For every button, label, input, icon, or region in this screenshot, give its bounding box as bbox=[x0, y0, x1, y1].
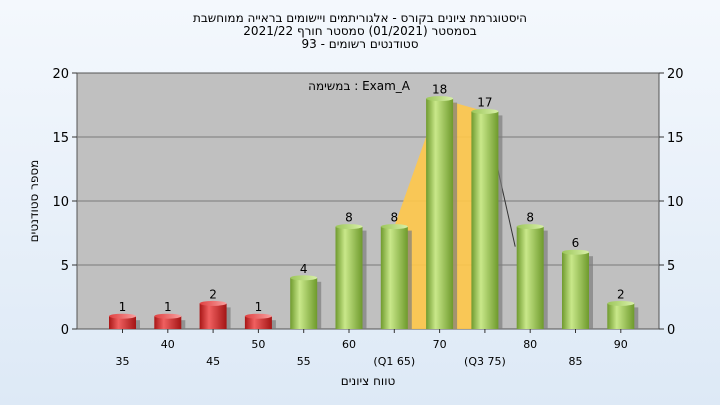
x-tick-label: 70 bbox=[433, 338, 447, 351]
y-tick-label-left: 15 bbox=[52, 131, 69, 146]
bars bbox=[109, 96, 639, 330]
title-line-1: היסטוגרמת ציונים בקורס - אלגוריתמים וייש… bbox=[193, 11, 527, 25]
bar-value-label: 2 bbox=[617, 287, 625, 301]
x-tick-label: 50 bbox=[251, 338, 265, 351]
y-tick-label-left: 10 bbox=[52, 195, 69, 210]
title-line-2: בסמסטר (01/2021) סמסטר חורף 2021/22 bbox=[243, 24, 476, 38]
y-axis-right-ticks: 0 5 10 15 20 bbox=[659, 67, 684, 338]
bar-body bbox=[607, 303, 635, 329]
exam-annotation: במשימה : Exam_A bbox=[308, 79, 411, 93]
bar bbox=[471, 108, 503, 330]
bar bbox=[154, 313, 186, 329]
x-tick-label: 55 bbox=[297, 355, 311, 368]
bar-top bbox=[335, 224, 363, 230]
bar-top bbox=[471, 108, 499, 114]
bar bbox=[109, 313, 140, 329]
bar-top bbox=[516, 224, 544, 230]
bar-body bbox=[516, 226, 544, 329]
bar-value-label: 1 bbox=[255, 300, 263, 314]
bar bbox=[290, 275, 322, 329]
x-axis-title: טווח ציונים bbox=[341, 374, 396, 388]
bar-body bbox=[154, 316, 182, 329]
y-tick-label-right: 10 bbox=[667, 195, 684, 210]
y-axis-left-ticks: 0 5 10 15 20 bbox=[52, 67, 77, 338]
bar bbox=[607, 300, 639, 329]
x-axis-ticks: 35 40 45 50 55 60 (Q1 65) 70 (Q3 75) 80 85 90 bbox=[116, 329, 628, 368]
bar-top bbox=[380, 224, 408, 230]
x-tick-label: (Q3 75) bbox=[464, 355, 506, 368]
bar-value-label: 18 bbox=[432, 83, 447, 97]
bar bbox=[562, 249, 593, 329]
bar-body bbox=[471, 111, 499, 330]
bar-value-label: 1 bbox=[164, 300, 172, 314]
y-tick-label-right: 20 bbox=[667, 67, 684, 82]
bar-value-label: 8 bbox=[526, 211, 534, 225]
bar-value-label: 17 bbox=[477, 95, 492, 109]
bar bbox=[199, 300, 231, 329]
title-line-3: סטודנטים רשומים - 93 bbox=[301, 37, 418, 51]
bar-value-label: 8 bbox=[390, 211, 398, 225]
bar-top bbox=[109, 313, 136, 319]
bar bbox=[516, 224, 548, 329]
x-tick-label: (Q1 65) bbox=[373, 355, 415, 368]
x-tick-label: 40 bbox=[161, 338, 175, 351]
bar-top bbox=[199, 300, 227, 306]
bar-top bbox=[244, 313, 272, 319]
bar-body bbox=[380, 226, 408, 329]
bar-value-label: 6 bbox=[572, 236, 580, 250]
bar-top bbox=[562, 249, 589, 255]
bar-top bbox=[154, 313, 182, 319]
bar-value-label: 1 bbox=[119, 300, 127, 314]
y-tick-label-right: 5 bbox=[667, 259, 675, 274]
bar-body bbox=[109, 316, 136, 329]
bar bbox=[426, 96, 458, 329]
chart-title: היסטוגרמת ציונים בקורס - אלגוריתמים וייש… bbox=[193, 11, 527, 51]
bar-body bbox=[335, 226, 363, 329]
bar-top bbox=[607, 300, 635, 306]
bar-value-label: 4 bbox=[300, 262, 308, 276]
x-tick-label: 35 bbox=[116, 355, 130, 368]
x-tick-label: 85 bbox=[569, 355, 583, 368]
x-tick-label: 45 bbox=[206, 355, 220, 368]
bar-body bbox=[244, 316, 272, 329]
bar-value-label: 2 bbox=[209, 287, 217, 301]
bar-body bbox=[290, 277, 318, 329]
bar bbox=[380, 224, 412, 329]
y-tick-label-right: 15 bbox=[667, 131, 684, 146]
y-axis-title: מספר סטודנטים bbox=[27, 160, 41, 243]
y-tick-label-left: 5 bbox=[61, 259, 69, 274]
bar bbox=[335, 224, 367, 329]
bar-value-label: 8 bbox=[345, 211, 353, 225]
y-tick-label-right: 0 bbox=[667, 323, 675, 338]
y-tick-label-left: 20 bbox=[52, 67, 69, 82]
x-tick-label: 90 bbox=[614, 338, 628, 351]
bar-body bbox=[562, 252, 589, 329]
x-tick-label: 60 bbox=[342, 338, 356, 351]
x-tick-label: 80 bbox=[523, 338, 537, 351]
bar-body bbox=[199, 303, 227, 329]
bar bbox=[244, 313, 276, 329]
y-tick-label-left: 0 bbox=[61, 323, 69, 338]
data-labels: 1 1 2 1 4 8 8 18 17 8 6 2 bbox=[119, 83, 625, 315]
bar-body bbox=[426, 98, 454, 329]
bar-top bbox=[426, 96, 454, 102]
bar-top bbox=[290, 275, 318, 281]
